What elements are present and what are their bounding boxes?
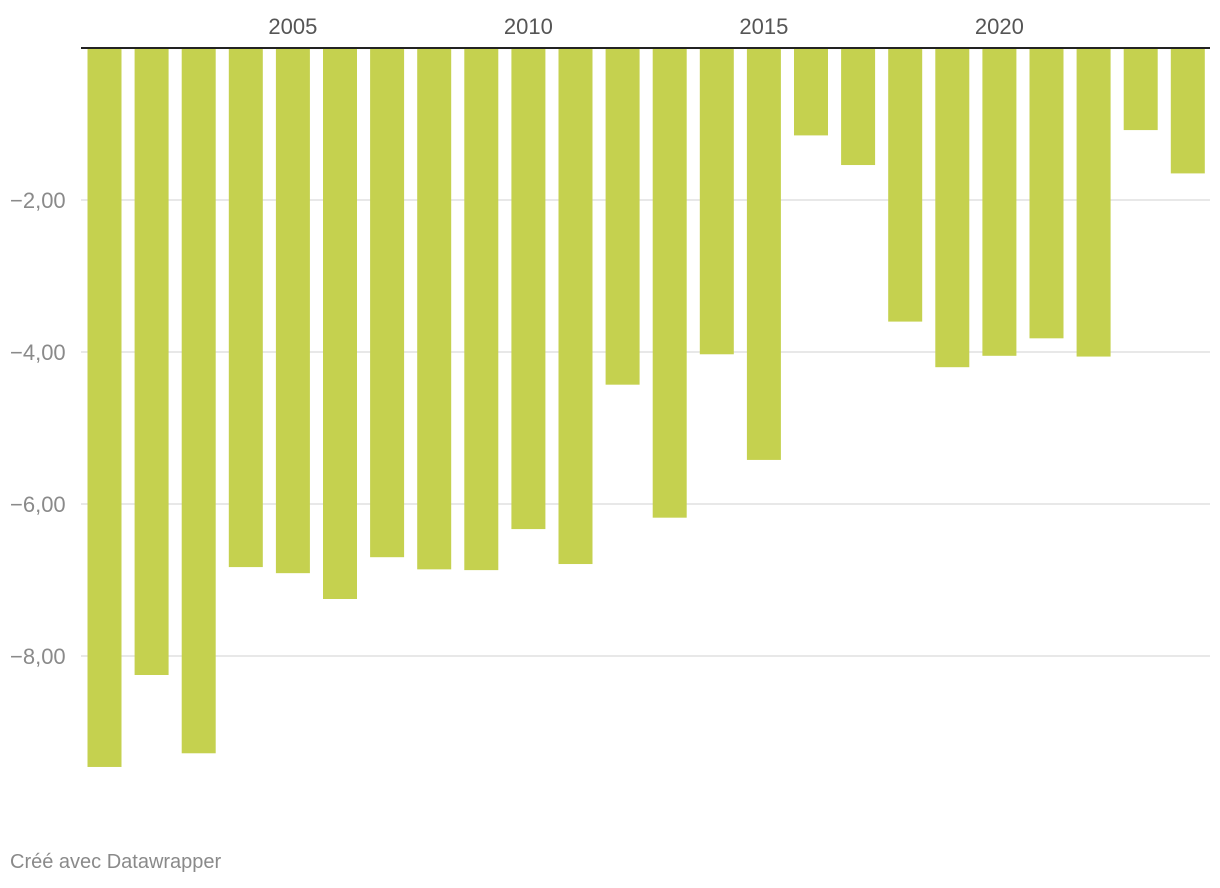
bar-2021 — [1029, 48, 1064, 339]
bar-2023 — [1123, 48, 1158, 131]
y-axis-tick-labels: −2,00 −4,00 −6,00 −8,00 — [10, 188, 66, 669]
bar-2024 — [1170, 48, 1205, 174]
credit-text: Créé avec Datawrapper — [10, 851, 222, 873]
bar-2002 — [134, 48, 169, 675]
y-tick-label: −4,00 — [10, 340, 66, 365]
bar-2013 — [652, 48, 687, 518]
x-axis-tick-labels: 2005 2010 2015 2020 — [268, 14, 1023, 39]
bar-2017 — [841, 48, 876, 166]
bar-2012 — [605, 48, 640, 385]
bar-2006 — [323, 48, 357, 599]
bar-2001 — [87, 48, 122, 767]
y-tick-label: −2,00 — [10, 188, 66, 213]
bar-2011 — [558, 48, 593, 565]
bar-2003 — [181, 48, 216, 754]
bar-2018 — [888, 48, 923, 322]
x-tick-label: 2015 — [739, 14, 788, 39]
bar-2016 — [794, 48, 828, 136]
y-tick-label: −8,00 — [10, 644, 66, 669]
x-tick-label: 2005 — [268, 14, 317, 39]
x-tick-label: 2020 — [975, 14, 1024, 39]
x-tick-label: 2010 — [504, 14, 553, 39]
bar-2007 — [370, 48, 405, 558]
y-tick-label: −6,00 — [10, 492, 66, 517]
bar-2019 — [935, 48, 970, 368]
bar-2014 — [699, 48, 734, 355]
grid-lines — [81, 199, 1210, 657]
bar-2015 — [746, 48, 781, 460]
bar-2008 — [417, 48, 452, 570]
bars — [87, 48, 1205, 767]
bar-2022 — [1076, 48, 1111, 357]
bar-2020 — [982, 48, 1017, 356]
bar-2010 — [511, 48, 546, 530]
bar-2009 — [464, 48, 499, 571]
bar-2005 — [275, 48, 310, 574]
bar-2004 — [228, 48, 263, 568]
